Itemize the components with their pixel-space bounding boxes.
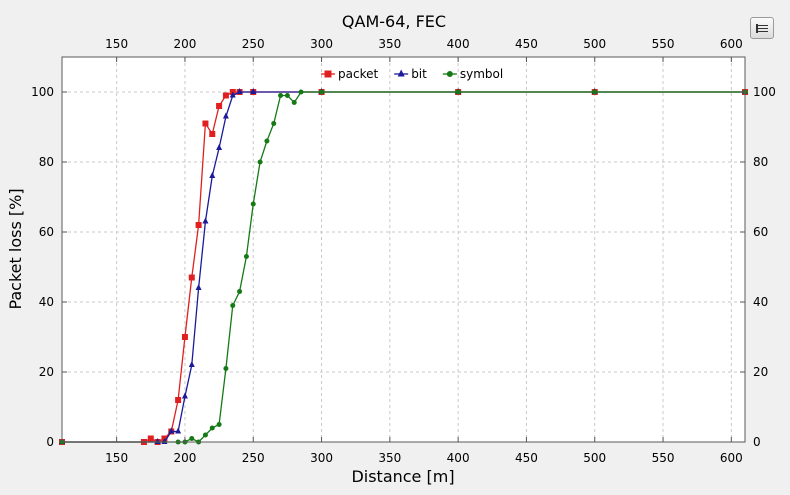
packet-point: [188, 274, 195, 281]
x-tick-label-bottom: 200: [173, 451, 196, 465]
y-tick-label-right: 100: [753, 85, 776, 99]
packet-point: [216, 103, 223, 109]
bit-point: [229, 91, 236, 98]
symbol-point: [230, 303, 236, 308]
bit-point: [209, 172, 216, 178]
packet-point: [195, 222, 202, 228]
bit-point: [168, 427, 175, 434]
symbol-point: [257, 159, 263, 165]
x-tick-label-bottom: 350: [378, 451, 401, 465]
symbol-point: [298, 89, 304, 95]
y-axis-label: Packet loss [%]: [6, 188, 25, 309]
x-tick-label-bottom: 600: [720, 451, 743, 465]
x-tick-label-bottom: 500: [583, 451, 606, 465]
symbol-point: [271, 121, 277, 126]
bit-point: [188, 361, 195, 367]
y-tick-label-left: 20: [39, 365, 54, 379]
legend-label-packet: packet: [338, 67, 378, 81]
x-tick-label-top: 550: [652, 37, 675, 51]
y-tick-label-left: 100: [31, 85, 54, 99]
y-tick-label-right: 20: [753, 365, 768, 379]
legend: packet bit symbol: [321, 67, 503, 81]
series-layer: [59, 88, 748, 445]
packet-point: [175, 397, 182, 403]
x-tick-label-bottom: 250: [242, 451, 265, 465]
chart-menu-button[interactable]: [750, 17, 774, 39]
legend-marker-bit: [397, 69, 405, 77]
x-tick-label-bottom: 150: [105, 451, 128, 465]
symbol-point: [209, 425, 215, 431]
symbol-point: [291, 100, 297, 105]
symbol-point: [455, 89, 461, 95]
y-tick-label-right: 60: [753, 225, 768, 239]
y-tick-label-right: 40: [753, 295, 768, 309]
axis-ticks: 1501502002002502503003003503504004004504…: [31, 37, 776, 465]
legend-label-symbol: symbol: [460, 67, 503, 81]
bit-point: [222, 112, 229, 119]
legend-marker-packet: [324, 70, 332, 78]
list-menu-icon: [756, 23, 768, 34]
y-tick-label-right: 0: [753, 435, 761, 449]
y-tick-label-left: 80: [39, 155, 54, 169]
x-tick-label-bottom: 400: [447, 451, 470, 465]
symbol-point: [216, 422, 222, 427]
plot-frame: [61, 56, 746, 443]
x-tick-label-bottom: 300: [310, 451, 333, 465]
x-tick-label-top: 250: [242, 37, 265, 51]
symbol-point: [264, 138, 270, 144]
symbol-point: [223, 366, 229, 371]
x-tick-label-top: 300: [310, 37, 333, 51]
packet-point: [181, 334, 188, 340]
symbol-point: [278, 93, 284, 98]
x-tick-label-top: 150: [105, 37, 128, 51]
bit-point: [216, 144, 223, 150]
bit-point: [202, 217, 209, 224]
x-tick-label-top: 400: [447, 37, 470, 51]
x-tick-label-top: 500: [583, 37, 606, 51]
packet-point: [202, 120, 209, 127]
y-tick-label-left: 0: [46, 435, 54, 449]
legend-marker-symbol: [446, 71, 453, 77]
symbol-point: [592, 89, 598, 95]
chart-title: QAM-64, FEC: [342, 12, 446, 31]
packet-point: [147, 435, 154, 442]
symbol-point: [319, 89, 325, 95]
legend-label-bit: bit: [411, 67, 427, 81]
symbol-point: [284, 93, 290, 98]
x-tick-label-top: 200: [173, 37, 196, 51]
x-tick-label-bottom: 450: [515, 451, 538, 465]
packet-point: [209, 131, 216, 137]
grid: [62, 57, 745, 443]
bit-point: [236, 88, 243, 94]
y-tick-label-left: 40: [39, 295, 54, 309]
symbol-point: [202, 432, 208, 438]
bit-point: [250, 88, 257, 94]
y-tick-label-right: 80: [753, 155, 768, 169]
y-tick-label-left: 60: [39, 225, 54, 239]
x-tick-label-bottom: 550: [652, 451, 675, 465]
bit-point: [195, 284, 202, 290]
x-tick-label-top: 600: [720, 37, 743, 51]
bit-point: [175, 427, 182, 434]
bit-point: [181, 392, 188, 399]
symbol-point: [250, 201, 256, 207]
symbol-point: [189, 436, 195, 441]
packet-point: [222, 92, 229, 99]
x-tick-label-top: 450: [515, 37, 538, 51]
x-axis-label: Distance [m]: [351, 467, 454, 486]
series-symbol: [59, 89, 748, 445]
symbol-point: [237, 289, 243, 294]
plot-area: [62, 57, 745, 442]
symbol-point: [243, 254, 249, 259]
x-tick-label-top: 350: [378, 37, 401, 51]
